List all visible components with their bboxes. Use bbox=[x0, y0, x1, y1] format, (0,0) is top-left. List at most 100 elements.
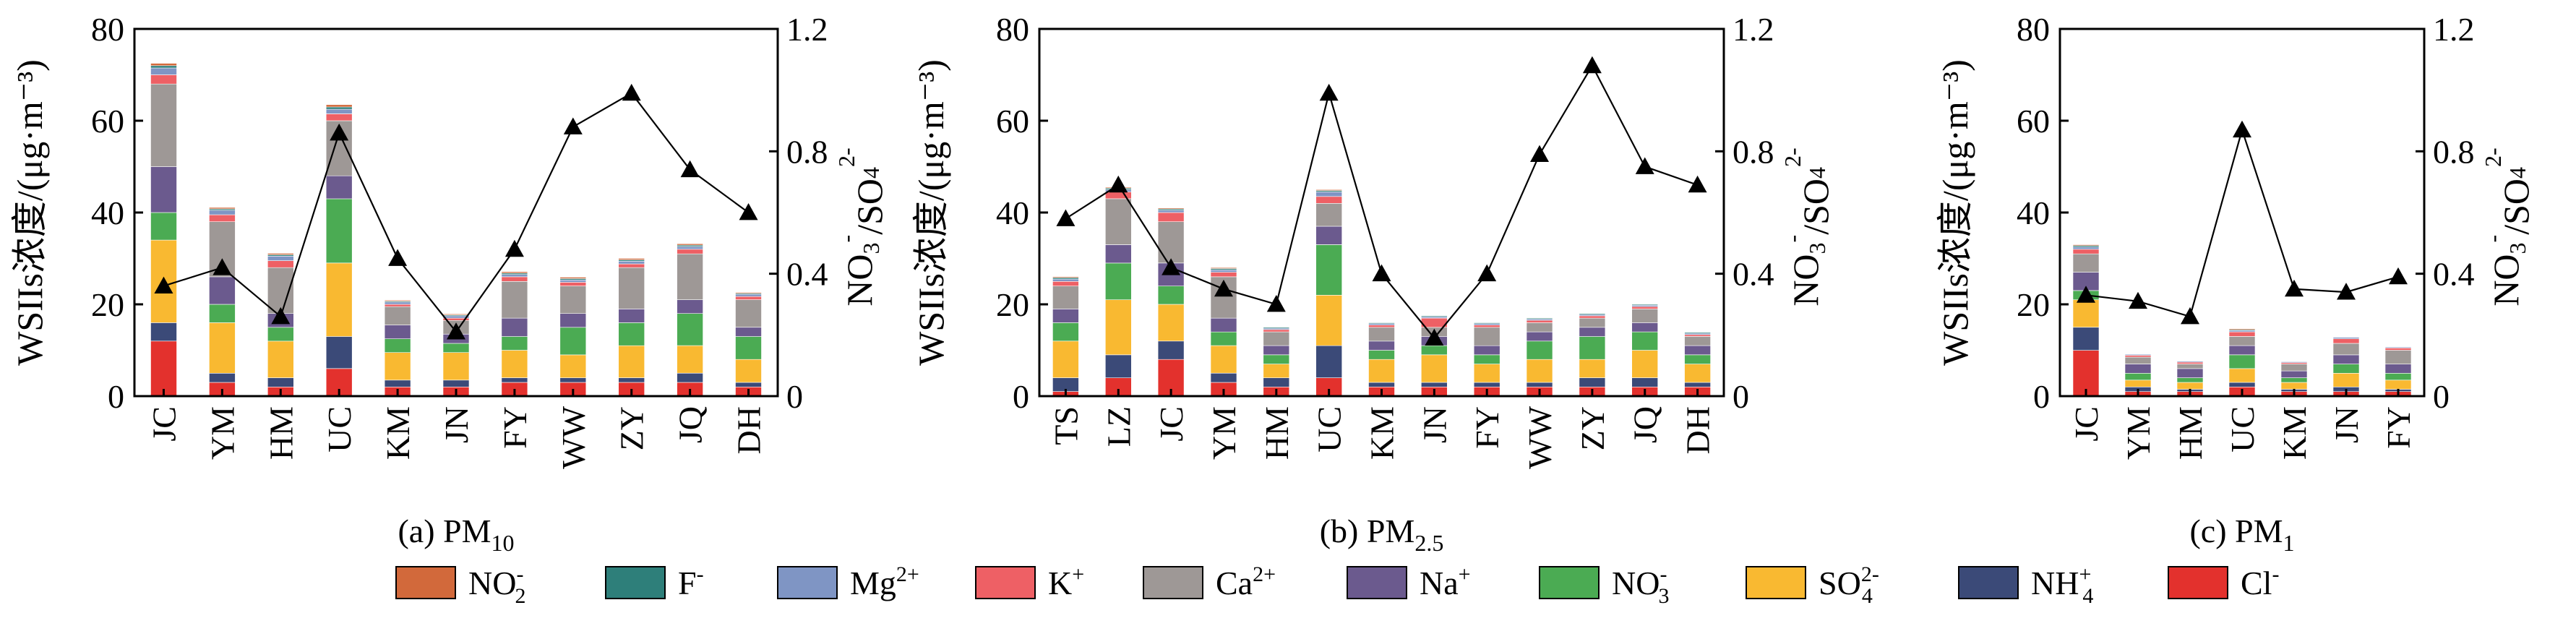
y-left-tick-label: 80 bbox=[2017, 11, 2050, 48]
bar-segment-NO2- bbox=[1210, 267, 1237, 269]
ratio-point bbox=[2129, 291, 2147, 309]
legend-label-Cl-: Cl- bbox=[2241, 562, 2279, 601]
legend-label-F-: F- bbox=[678, 562, 704, 601]
legend-swatch-SO42- bbox=[1746, 566, 1806, 599]
legend-label-K+: K+ bbox=[1048, 562, 1084, 601]
bar-segment-NO2- bbox=[1157, 207, 1185, 210]
legend-label-Mg2+: Mg2+ bbox=[850, 562, 919, 601]
bar-segment-Na+ bbox=[501, 317, 528, 337]
bar-segment-NO3- bbox=[1526, 340, 1553, 360]
y-right-tick-label: 0 bbox=[1733, 378, 1749, 415]
legend-swatch-NH4+ bbox=[1958, 566, 2019, 599]
bar-segment-NH4+ bbox=[1579, 377, 1606, 387]
bar-segment-NO3- bbox=[677, 313, 703, 346]
x-tick-label: UC bbox=[321, 406, 358, 453]
ratio-point bbox=[330, 123, 349, 141]
y-left-tick-label: 0 bbox=[1013, 378, 1029, 415]
bar-segment-Ca2+ bbox=[2228, 336, 2256, 346]
bar-segment-NO3- bbox=[1368, 350, 1395, 360]
bar-segment-NH4+ bbox=[1210, 372, 1237, 383]
bar-segment-NO2- bbox=[267, 253, 294, 255]
bar-segment-NO2- bbox=[325, 104, 353, 108]
bar-segment-Na+ bbox=[2228, 345, 2256, 356]
y-left-tick-label: 80 bbox=[996, 11, 1029, 48]
y-right-tick-label: 1.2 bbox=[786, 11, 828, 48]
x-tick-label: ZY bbox=[614, 406, 651, 450]
bar-segment-NO3- bbox=[1579, 336, 1606, 360]
y-left-tick-label: 60 bbox=[91, 103, 124, 140]
bar-segment-SO42- bbox=[2176, 382, 2204, 390]
bar-segment-NH4+ bbox=[1157, 340, 1185, 360]
ratio-point bbox=[1319, 83, 1339, 101]
panel-caption: (a) PM10 bbox=[398, 513, 514, 556]
ratio-point bbox=[1266, 295, 1286, 312]
x-tick-label: YM bbox=[1206, 406, 1242, 460]
bar-segment-SO42- bbox=[2332, 372, 2360, 387]
bar-segment-NH4+ bbox=[150, 322, 177, 342]
bar-segment-NO3- bbox=[618, 322, 645, 346]
bar-segment-Ca2+ bbox=[1105, 198, 1132, 245]
bar-segment-K+ bbox=[1210, 272, 1237, 278]
bar-segment-K+ bbox=[2332, 338, 2360, 344]
ratio-point bbox=[2077, 286, 2095, 303]
bar-segment-SO42- bbox=[1263, 364, 1290, 379]
bar-segment-Na+ bbox=[735, 327, 762, 337]
bar-segment-Na+ bbox=[1526, 331, 1553, 342]
y-right-tick-label: 0.4 bbox=[1733, 256, 1774, 293]
bar-segment-Ca2+ bbox=[1368, 327, 1395, 342]
bar-segment-SO42- bbox=[677, 345, 703, 374]
bar-segment-NH4+ bbox=[559, 377, 587, 383]
bar-segment-NO3- bbox=[1631, 331, 1658, 351]
x-tick-label: UC bbox=[2224, 406, 2261, 453]
x-tick-label: FY bbox=[1469, 406, 1506, 449]
bar-segment-NO3- bbox=[325, 198, 353, 264]
bar-segment-Ca2+ bbox=[677, 253, 703, 300]
bar-segment-Na+ bbox=[1368, 340, 1395, 351]
legend-swatch-NO3- bbox=[1539, 566, 1600, 599]
bar-segment-Mg2+ bbox=[559, 279, 587, 283]
bar-segment-Mg2+ bbox=[1315, 192, 1342, 197]
bar-segment-NH4+ bbox=[618, 377, 645, 383]
bar-segment-SO42- bbox=[735, 359, 762, 383]
bar-segment-NH4+ bbox=[677, 372, 703, 383]
bar-segment-NO3- bbox=[1157, 286, 1185, 305]
ratio-point bbox=[1109, 175, 1128, 193]
bar-segment-NO3- bbox=[1473, 354, 1500, 364]
legend-label-SO42-: SO2-4 bbox=[1819, 562, 1879, 608]
bar-segment-NO2- bbox=[1579, 312, 1606, 314]
ratio-point bbox=[505, 239, 524, 257]
chart-panel-2: 0 20 40 60 80 0 0.4 0.8 1.2 TS LZ JC YM HM UC KM JN FY WW Z… bbox=[911, 11, 1836, 556]
y-right-tick-label: 0.4 bbox=[2433, 256, 2475, 293]
bar-segment-Ca2+ bbox=[501, 280, 528, 319]
bar-segment-Ca2+ bbox=[1315, 202, 1342, 227]
y-left-tick-label: 60 bbox=[2017, 103, 2050, 140]
bar-segment-K+ bbox=[1684, 334, 1711, 337]
bar-segment-Ca2+ bbox=[1157, 221, 1185, 264]
bar-segment-K+ bbox=[1473, 325, 1500, 328]
legend-swatch-Cl- bbox=[2168, 566, 2228, 599]
ratio-line bbox=[163, 92, 750, 333]
legend-swatch-F- bbox=[605, 566, 666, 599]
bar-segment-Mg2+ bbox=[618, 260, 645, 265]
bar-segment-NO2- bbox=[1526, 317, 1553, 319]
bar-segment-K+ bbox=[2072, 249, 2100, 254]
bar-segment-Cl- bbox=[150, 340, 177, 397]
y-left-tick-label: 40 bbox=[2017, 194, 2050, 231]
bar-segment-NO2- bbox=[1421, 314, 1448, 317]
x-tick-label: WW bbox=[555, 406, 592, 468]
bar-segment-Mg2+ bbox=[209, 210, 236, 215]
y-right-axis-title: NO3-/SO42- bbox=[1779, 147, 1836, 306]
bar-segment-NO3- bbox=[1421, 345, 1448, 356]
legend-label-NO2-: NO-2 bbox=[468, 562, 525, 608]
bar-segment-NH4+ bbox=[1473, 382, 1500, 387]
bar-segment-NO2- bbox=[1473, 322, 1500, 323]
bar-segment-NH4+ bbox=[1421, 382, 1448, 387]
bar-segment-NH4+ bbox=[209, 372, 236, 383]
y-right-tick-label: 0.8 bbox=[2433, 133, 2475, 170]
legend-label-Na+: Na+ bbox=[1420, 562, 1471, 601]
panel-caption: (b) PM2.5 bbox=[1320, 513, 1444, 556]
bar-segment-NH4+ bbox=[2228, 382, 2256, 387]
bar-segment-Na+ bbox=[1684, 345, 1711, 356]
bar-segment-Na+ bbox=[2280, 370, 2308, 378]
